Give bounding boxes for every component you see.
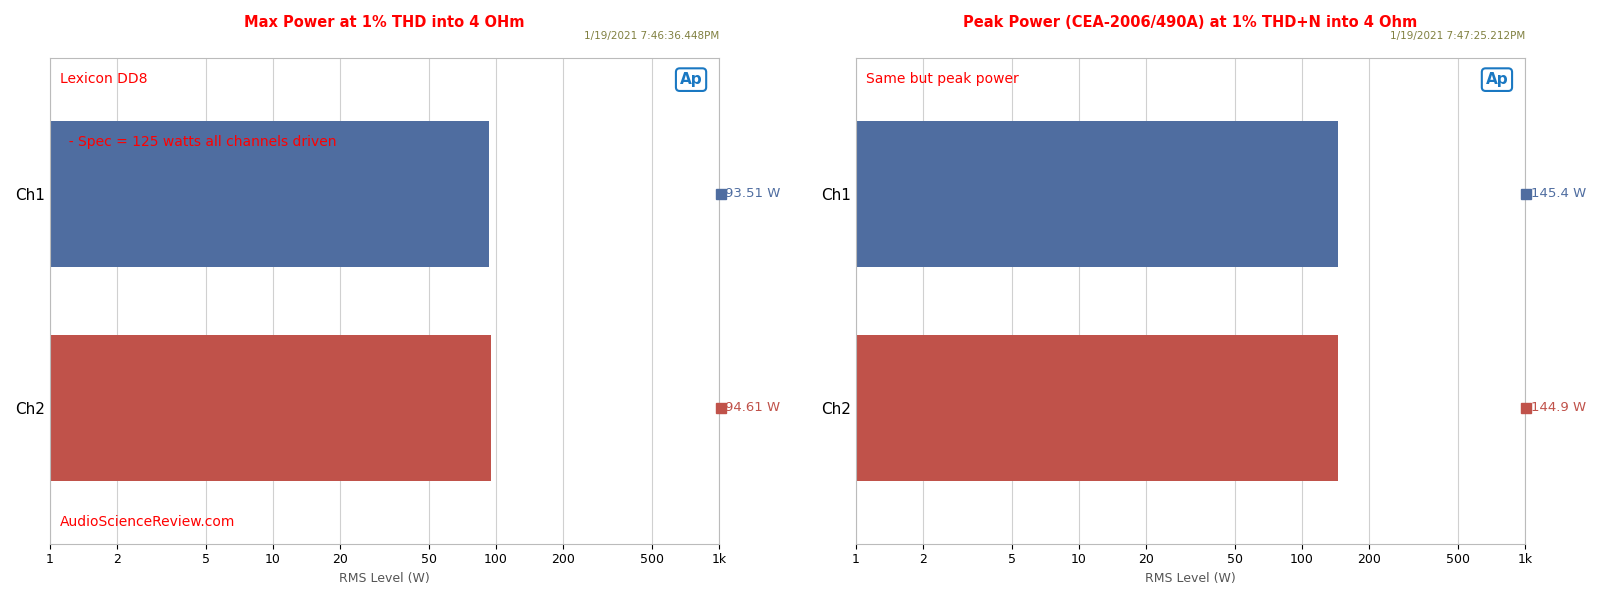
Text: 145.4 W: 145.4 W — [1531, 187, 1586, 200]
Text: - Spec = 125 watts all channels driven: - Spec = 125 watts all channels driven — [59, 136, 336, 149]
Text: 144.9 W: 144.9 W — [1531, 401, 1586, 414]
Text: Ap: Ap — [1486, 72, 1509, 87]
Text: 1/19/2021 7:47:25.212PM: 1/19/2021 7:47:25.212PM — [1390, 31, 1525, 41]
Bar — [0, 335, 491, 481]
Text: Ap: Ap — [680, 72, 702, 87]
Title: Peak Power (CEA-2006/490A) at 1% THD+N into 4 Ohm: Peak Power (CEA-2006/490A) at 1% THD+N i… — [963, 15, 1418, 30]
Bar — [0, 121, 490, 266]
Text: 94.61 W: 94.61 W — [725, 401, 779, 414]
Text: 93.51 W: 93.51 W — [725, 187, 781, 200]
Text: AudioScienceReview.com: AudioScienceReview.com — [59, 515, 235, 529]
Bar — [0, 121, 1338, 266]
Text: 1/19/2021 7:46:36.448PM: 1/19/2021 7:46:36.448PM — [584, 31, 718, 41]
Text: Lexicon DD8: Lexicon DD8 — [59, 72, 147, 86]
X-axis label: RMS Level (W): RMS Level (W) — [339, 572, 430, 585]
X-axis label: RMS Level (W): RMS Level (W) — [1146, 572, 1235, 585]
Text: Same but peak power: Same but peak power — [866, 72, 1019, 86]
Title: Max Power at 1% THD into 4 OHm: Max Power at 1% THD into 4 OHm — [245, 15, 525, 30]
Bar — [0, 335, 1338, 481]
